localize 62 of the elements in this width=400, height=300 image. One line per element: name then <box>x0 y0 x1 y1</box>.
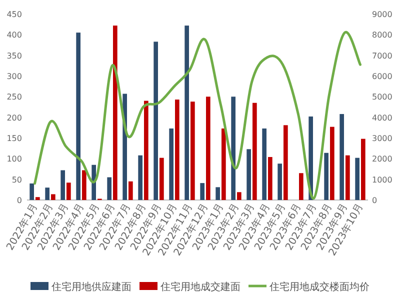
bar <box>154 42 158 200</box>
bar <box>144 100 148 200</box>
bar <box>252 102 257 200</box>
y2-tick-label: 9000 <box>372 10 392 19</box>
y2-tick-label: 5000 <box>372 92 392 102</box>
y2-tick-label: 3000 <box>372 134 392 143</box>
bar <box>51 194 56 200</box>
y-tick-label: 350 <box>6 51 22 60</box>
y-tick-label: 200 <box>6 113 22 122</box>
bar <box>107 177 112 200</box>
line-series <box>34 31 362 200</box>
legend-label: 住宅用地供应建面 <box>52 281 132 293</box>
bar <box>246 149 251 200</box>
bar <box>200 183 204 200</box>
y-tick-label: 100 <box>6 154 22 164</box>
y-tick-label: 0 <box>16 196 22 205</box>
y2-tick-label: 4000 <box>372 113 392 122</box>
bar <box>128 181 133 200</box>
bar <box>262 128 266 200</box>
bar <box>190 102 195 200</box>
bar <box>361 138 366 200</box>
bar <box>206 96 210 200</box>
bar <box>82 170 86 200</box>
y2-tick-label: 6000 <box>372 72 392 81</box>
y-tick-label: 50 <box>12 175 22 184</box>
y2-tick-label: 0 <box>372 196 378 205</box>
y-tick-label: 250 <box>6 92 22 102</box>
bar <box>184 26 189 200</box>
bar <box>60 170 65 200</box>
bar <box>278 164 282 200</box>
bar <box>299 173 304 200</box>
y-tick-label: 450 <box>6 10 22 19</box>
y-tick-label: 150 <box>6 134 22 143</box>
bar <box>113 26 118 200</box>
bar <box>330 126 334 200</box>
legend-label: 住宅用地成交楼面均价 <box>270 281 370 293</box>
bar <box>45 188 50 200</box>
y-tick-label: 400 <box>6 30 22 40</box>
bar <box>175 100 180 200</box>
bar <box>231 96 236 200</box>
y-tick-label: 300 <box>6 72 22 81</box>
bar <box>66 182 71 200</box>
bar <box>284 125 288 200</box>
bar <box>268 157 272 200</box>
bar <box>355 158 360 200</box>
legend-label: 住宅用地成交建面 <box>160 281 240 293</box>
bar <box>324 152 328 200</box>
y2-tick-label: 8000 <box>372 30 392 40</box>
y2-tick-label: 1000 <box>372 175 392 184</box>
bar <box>160 158 164 200</box>
bar <box>30 183 34 200</box>
bar <box>222 128 226 200</box>
bar <box>237 192 242 200</box>
bar <box>216 187 220 200</box>
y2-tick-label: 2000 <box>372 154 392 164</box>
bar <box>340 114 344 200</box>
bar <box>138 155 142 200</box>
bar <box>36 197 40 200</box>
bar <box>346 155 350 200</box>
bar <box>76 32 80 200</box>
bar <box>169 128 174 200</box>
y2-tick-label: 7000 <box>372 51 392 60</box>
